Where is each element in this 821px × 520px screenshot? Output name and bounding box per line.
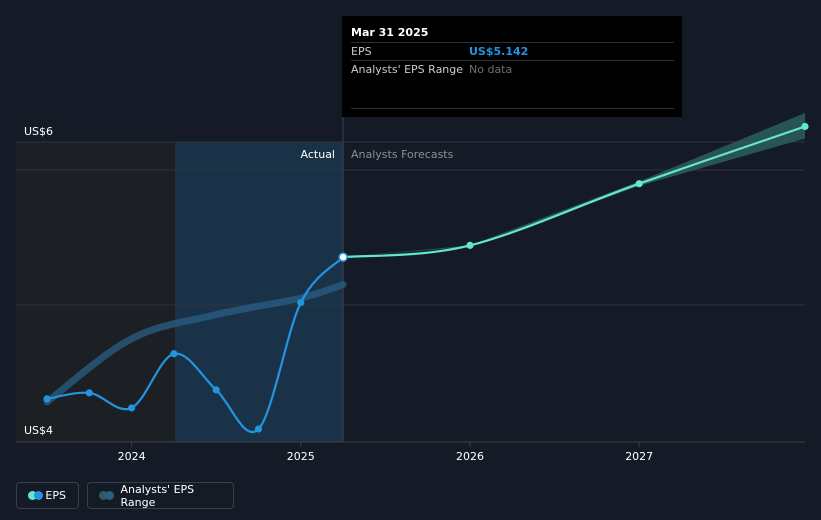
legend-range-button[interactable]: Analysts' EPS Range (87, 482, 234, 509)
x-tick-label: 2025 (287, 450, 315, 463)
tooltip-range-value: No data (469, 63, 513, 76)
y-label-top: US$6 (24, 125, 53, 138)
tooltip-eps-value: US$5.142 (469, 45, 529, 58)
tooltip-range-row: Analysts' EPS Range No data (351, 60, 674, 78)
eps-point-highlight[interactable] (338, 252, 348, 262)
legend-eps-button[interactable]: EPS (16, 482, 79, 509)
tooltip-eps-row: EPS US$5.142 (351, 42, 674, 60)
eps-line (46, 256, 344, 433)
eps-point[interactable] (297, 298, 305, 307)
tooltip-range-label: Analysts' EPS Range (351, 63, 464, 76)
forecast-point[interactable] (801, 122, 809, 131)
forecast-point[interactable] (466, 241, 474, 249)
eps-point[interactable] (170, 350, 178, 358)
tooltip-eps-label: EPS (351, 45, 372, 58)
eps-point[interactable] (43, 395, 51, 403)
legend-eps-label: EPS (45, 489, 66, 502)
range-legend-icon (99, 491, 114, 500)
actual-label: Actual (301, 148, 335, 161)
tooltip-divider (351, 108, 674, 109)
x-tick-label: 2027 (625, 450, 653, 463)
eps-forecast-line (343, 125, 806, 259)
forecast-range-band (343, 113, 805, 258)
eps-point[interactable] (85, 389, 93, 397)
past-shading (16, 142, 175, 442)
x-tick-label: 2024 (118, 450, 146, 463)
tooltip-date: Mar 31 2025 (351, 26, 429, 39)
forecast-label: Analysts Forecasts (351, 148, 454, 161)
forecast-point[interactable] (635, 180, 643, 188)
eps-point[interactable] (127, 404, 136, 412)
legend-range-label: Analysts' EPS Range (120, 482, 195, 509)
eps-legend-icon (28, 491, 43, 500)
eps-point[interactable] (212, 386, 220, 394)
eps-point[interactable] (254, 425, 263, 433)
historical-range-band (43, 281, 347, 406)
tooltip: Mar 31 2025 EPS US$5.142 Analysts' EPS R… (342, 16, 682, 117)
x-tick-label: 2026 (456, 450, 484, 463)
y-label-bottom: US$4 (24, 424, 53, 437)
